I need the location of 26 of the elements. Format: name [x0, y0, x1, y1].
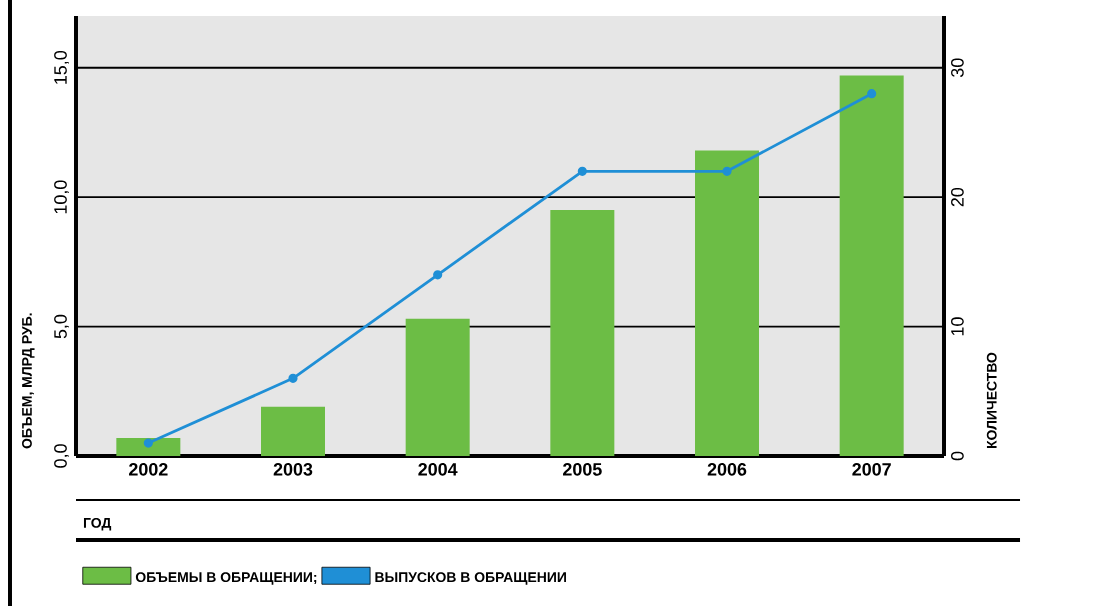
x-tick-label: 2006	[707, 463, 747, 476]
point	[143, 438, 153, 448]
y2-tick-label: 0	[951, 451, 964, 461]
y-tick-label: 10,0	[54, 180, 69, 214]
bar	[116, 437, 181, 456]
point	[577, 166, 587, 176]
bar	[550, 210, 615, 456]
point	[867, 89, 877, 99]
y-tick-label: 5,0	[54, 314, 69, 339]
bar	[261, 406, 325, 456]
point	[722, 166, 732, 176]
x-tick-label: 2004	[418, 463, 458, 476]
bar	[405, 318, 470, 456]
y2-tick-label: 30	[951, 58, 964, 78]
x-tick-label: 2005	[563, 463, 602, 476]
bar	[695, 150, 760, 456]
point	[433, 270, 443, 280]
y-tick-label: 15,0	[54, 51, 69, 84]
bar	[839, 75, 904, 456]
x-tick-label: 2003	[273, 463, 313, 476]
x-tick-label: 2007	[852, 463, 891, 476]
y2-tick-label: 10	[951, 317, 964, 336]
y-tick-label: 0,0	[54, 444, 69, 468]
x-tick-label: 2002	[129, 463, 168, 476]
y2-tick-label: 20	[951, 187, 964, 207]
point	[288, 373, 298, 383]
